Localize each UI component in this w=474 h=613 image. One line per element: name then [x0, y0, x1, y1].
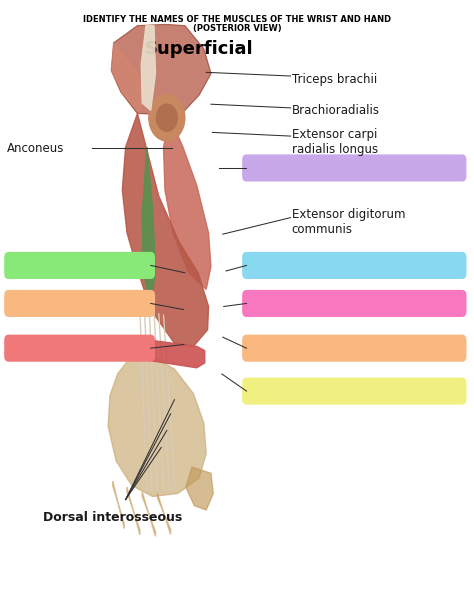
Polygon shape	[113, 481, 124, 528]
FancyBboxPatch shape	[242, 378, 466, 405]
Polygon shape	[111, 25, 211, 115]
FancyBboxPatch shape	[4, 252, 155, 279]
Polygon shape	[142, 492, 155, 536]
FancyBboxPatch shape	[242, 290, 466, 317]
Text: IDENTIFY THE NAMES OF THE MUSCLES OF THE WRIST AND HAND: IDENTIFY THE NAMES OF THE MUSCLES OF THE…	[83, 15, 391, 24]
Circle shape	[156, 104, 177, 131]
Polygon shape	[164, 118, 211, 289]
FancyBboxPatch shape	[242, 335, 466, 362]
Text: Extensor carpi
radialis longus: Extensor carpi radialis longus	[292, 128, 378, 156]
Text: Anconeus: Anconeus	[7, 142, 64, 155]
Polygon shape	[127, 487, 140, 535]
Text: Brachioradialis: Brachioradialis	[292, 104, 380, 117]
FancyBboxPatch shape	[242, 252, 466, 279]
Polygon shape	[111, 43, 147, 112]
Polygon shape	[142, 147, 155, 310]
Polygon shape	[122, 113, 209, 346]
Polygon shape	[186, 467, 213, 510]
Polygon shape	[157, 493, 171, 535]
Text: Extensor digitorum
communis: Extensor digitorum communis	[292, 208, 405, 236]
Polygon shape	[132, 338, 205, 368]
Text: Triceps brachii: Triceps brachii	[292, 73, 377, 86]
Polygon shape	[108, 356, 206, 497]
Polygon shape	[141, 26, 155, 110]
FancyBboxPatch shape	[242, 154, 466, 181]
Text: Superficial: Superficial	[145, 40, 254, 58]
Text: (POSTERIOR VIEW): (POSTERIOR VIEW)	[193, 25, 281, 33]
Text: Dorsal interosseous: Dorsal interosseous	[43, 511, 182, 525]
FancyBboxPatch shape	[4, 290, 155, 317]
FancyBboxPatch shape	[4, 335, 155, 362]
Circle shape	[149, 94, 185, 141]
